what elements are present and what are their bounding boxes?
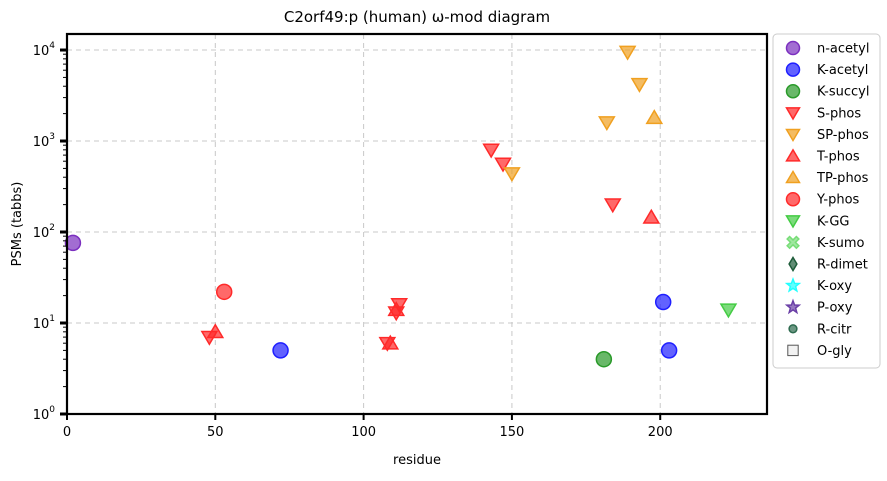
- data-point: [642, 208, 661, 224]
- chart-title: C2orf49:p (human) ω-mod diagram: [284, 8, 550, 26]
- legend-label: K-oxy: [817, 279, 852, 294]
- legend-label: T-phos: [816, 150, 860, 165]
- plot-frame: [65, 32, 769, 416]
- data-point: [215, 283, 233, 301]
- data-point: [630, 77, 649, 93]
- y-axis-label: PSMs (tabbs): [10, 182, 25, 267]
- data-point: [603, 198, 622, 214]
- legend-marker: [785, 83, 801, 99]
- data-point: [503, 167, 521, 183]
- data-point: [387, 301, 406, 317]
- data-point: [645, 109, 664, 125]
- data-point: [381, 334, 400, 350]
- y-tick-label: 102: [33, 223, 55, 241]
- legend-marker: [785, 62, 801, 77]
- data-point: [598, 116, 616, 132]
- legend-label: K-acetyl: [817, 63, 868, 78]
- legend-marker: [785, 107, 801, 121]
- x-tick-label: 200: [648, 425, 673, 440]
- data-point: [719, 303, 738, 319]
- legend-marker: [785, 215, 801, 229]
- legend-marker: [785, 169, 801, 184]
- legend: n-acetyl K-acetyl K-succyl S-phos SP-phos T-p…: [772, 33, 881, 369]
- legend-label: n-acetyl: [817, 42, 869, 57]
- y-tick-exponent: 4: [49, 41, 55, 51]
- legend-marker: [785, 40, 801, 56]
- legend-label: O-gly: [817, 344, 852, 359]
- data-point: [660, 342, 678, 359]
- x-tick-label: 150: [500, 425, 525, 440]
- x-tick-label: 100: [351, 425, 376, 440]
- legend-label: P-oxy: [817, 301, 853, 316]
- data-points: [64, 45, 738, 368]
- legend-marker: [785, 148, 801, 162]
- legend-marker: [784, 298, 802, 315]
- y-tick-label: 104: [33, 41, 56, 59]
- legend-marker: [784, 276, 802, 293]
- x-tick-label: 50: [207, 425, 224, 440]
- y-tick-label: 100: [33, 405, 56, 423]
- y-tick-base: 10: [33, 135, 50, 150]
- y-tick-label: 101: [33, 314, 55, 332]
- legend-label: TP-phos: [816, 171, 869, 186]
- data-point: [595, 350, 613, 368]
- data-point: [618, 45, 637, 61]
- y-tick-base: 10: [33, 44, 50, 59]
- legend-label: K-sumo: [817, 236, 865, 251]
- legend-label: SP-phos: [817, 128, 869, 143]
- grid-lines: [67, 34, 767, 414]
- legend-label: K-GG: [817, 214, 849, 229]
- legend-marker: [785, 128, 801, 143]
- data-point: [272, 342, 289, 359]
- data-point: [494, 157, 512, 173]
- y-tick-base: 10: [33, 226, 50, 241]
- y-tick-exponent: 3: [49, 132, 55, 142]
- x-axis-label: residue: [393, 453, 441, 468]
- data-point: [206, 323, 225, 339]
- y-tick-exponent: 0: [49, 405, 55, 415]
- data-point: [64, 234, 82, 252]
- data-point: [654, 293, 672, 311]
- y-tick-exponent: 2: [49, 223, 55, 233]
- x-tick-label: 0: [63, 425, 71, 440]
- y-tick-exponent: 1: [49, 314, 55, 324]
- y-tick-base: 10: [33, 408, 50, 423]
- legend-label: Y-phos: [816, 193, 860, 208]
- legend-marker: [785, 191, 801, 207]
- legend-label: S-phos: [817, 106, 861, 121]
- legend-label: R-dimet: [817, 258, 868, 273]
- data-point: [482, 143, 500, 159]
- y-tick-base: 10: [33, 317, 50, 332]
- legend-marker: [788, 256, 798, 272]
- y-tick-label: 103: [33, 132, 55, 150]
- legend-label: K-succyl: [817, 85, 869, 100]
- legend-marker: [786, 235, 800, 250]
- legend-box: [772, 33, 881, 369]
- x-axis-ticks: 0 50 100 150 200: [63, 414, 673, 440]
- legend-marker: [787, 344, 799, 357]
- legend-marker: [788, 324, 798, 334]
- legend-label: R-citr: [817, 322, 852, 337]
